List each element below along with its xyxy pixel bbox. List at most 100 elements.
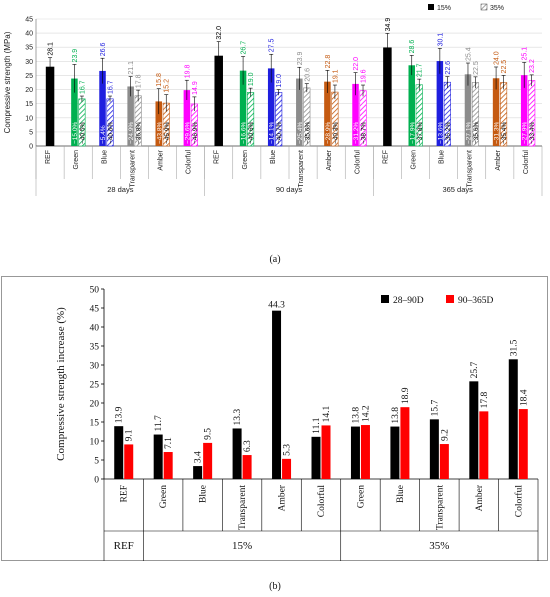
value-label-35: 14.9 [192, 81, 199, 95]
bar-15-colorful [183, 90, 191, 146]
value-label-15: 22.0 [353, 57, 360, 71]
bar-b-28-90 [350, 426, 360, 479]
pct-label-35: −37.8% [417, 122, 424, 144]
legend-label-35: 35% [490, 5, 504, 12]
bar-b-90-365 [518, 409, 528, 479]
value-label-35: 19.0 [248, 72, 255, 86]
bar-15-transparent [464, 74, 472, 146]
category-label-a: Amber [158, 149, 165, 170]
y-tick-label-a: 10 [25, 115, 33, 122]
y-tick-label-a: 20 [25, 87, 33, 94]
category-label-a: Transparent [467, 150, 474, 188]
value-label-b1: 13.9 [115, 406, 125, 423]
bar-15-amber [324, 81, 331, 146]
value-label-35: 22.5 [501, 60, 508, 74]
group-label-b: 15% [232, 540, 252, 552]
category-label-b: Amber [475, 484, 485, 511]
pct-label-15: −43.8% [156, 122, 163, 144]
value-label-35: 19.1 [332, 69, 339, 83]
value-label-15: 28.1 [48, 42, 55, 56]
value-label-b1: 13.8 [391, 407, 401, 424]
y-tick-label-b: 40 [90, 324, 100, 334]
legend-label-b1: 28–90D [393, 296, 424, 306]
group-label-a: 90 days [276, 185, 303, 194]
value-label-b1: 13.3 [233, 409, 243, 426]
pct-label-35: −40.7% [276, 122, 283, 144]
category-label-b: Colorful [316, 485, 327, 518]
value-label-35: 16.7 [108, 80, 115, 94]
category-label-b: Green [159, 485, 169, 508]
category-label-a: REF [214, 150, 221, 164]
value-label-15: 25.1 [522, 47, 529, 61]
pct-label-15: −24.9% [128, 122, 135, 144]
pct-label-15: −5.4% [100, 125, 107, 144]
y-tick-label-a: 45 [25, 17, 33, 24]
bar-15-colorful [520, 75, 528, 146]
value-label-b2: 9.1 [125, 429, 135, 441]
category-label-b: Green [356, 485, 366, 508]
value-label-b2: 9.2 [440, 429, 450, 441]
y-tick-label-b: 0 [94, 476, 99, 486]
bar-b-90-365 [360, 425, 370, 479]
category-label-a: Colorful [186, 150, 193, 175]
bar-15-green [71, 78, 78, 146]
y-tick-label-b: 30 [90, 362, 100, 372]
category-label-a: Colorful [523, 150, 530, 175]
bar-b-28-90 [311, 436, 321, 479]
pct-label-35: −35.4% [501, 122, 508, 144]
bar-b-28-90 [469, 381, 479, 479]
category-label-a: Green [242, 150, 249, 170]
pct-label-35: −40.3% [332, 122, 339, 144]
value-label-b1: 25.7 [470, 361, 480, 378]
value-label-b2: 18.4 [519, 389, 529, 406]
value-label-35: 19.0 [276, 74, 283, 88]
pct-label-15: −15.0% [72, 122, 79, 144]
value-label-15: 26.7 [241, 41, 248, 55]
pct-label-15: −31.3% [494, 122, 501, 144]
category-label-a: REF [45, 150, 52, 164]
y-tick-label-b: 50 [90, 286, 100, 296]
bar-b-90-365 [242, 455, 252, 479]
bar-b-90-365 [439, 444, 449, 479]
bar-b-28-90 [193, 466, 203, 479]
category-label-a: Green [73, 150, 80, 170]
value-label-b1: 11.1 [312, 417, 322, 434]
pct-label-15: −29.6% [184, 122, 191, 144]
pct-label-35: −33.4% [529, 122, 536, 144]
legend-label-b2: 90–365D [458, 296, 494, 306]
category-label-a: Amber [495, 149, 502, 170]
y-tick-label-a: 5 [29, 129, 33, 136]
value-label-35: 20.6 [304, 68, 311, 82]
y-tick-label-b: 10 [90, 438, 100, 448]
bar-b-90-365 [203, 442, 213, 479]
y-tick-label-b: 45 [90, 305, 100, 315]
y-tick-label-a: 40 [25, 31, 33, 38]
value-label-35: 23.2 [529, 59, 536, 73]
bar-15-transparent [296, 78, 303, 146]
category-label-a: Transparent [298, 150, 305, 188]
y-tick-label-a: 30 [25, 59, 33, 66]
bar-15-colorful [352, 83, 359, 146]
bar-15-transparent [127, 86, 134, 146]
bar-15-amber [492, 78, 500, 146]
value-label-b2: 14.2 [361, 405, 371, 422]
value-label-15: 25.4 [465, 47, 472, 61]
value-label-15: 34.9 [385, 18, 392, 32]
legend-swatch-b1 [381, 295, 389, 303]
value-label-15: 32.0 [216, 26, 223, 40]
group-label-a: 28 days [107, 185, 134, 194]
value-label-15: 15.8 [156, 73, 163, 87]
value-label-15: 28.6 [409, 40, 416, 54]
category-label-a: Green [411, 150, 418, 170]
y-tick-label-a: 0 [29, 144, 33, 151]
value-label-35: 21.7 [417, 63, 424, 77]
category-label-a: Amber [326, 149, 333, 170]
pct-label-15: −28.9% [325, 122, 332, 144]
value-label-15: 24.0 [494, 51, 501, 65]
pct-label-35: −40.6% [108, 122, 115, 144]
pct-label-15: −16.6% [241, 122, 248, 144]
bar-b-28-90 [429, 419, 439, 479]
panel-a-label: (a) [269, 254, 280, 265]
value-label-15: 26.6 [100, 42, 107, 56]
value-label-b2: 17.8 [480, 391, 490, 408]
